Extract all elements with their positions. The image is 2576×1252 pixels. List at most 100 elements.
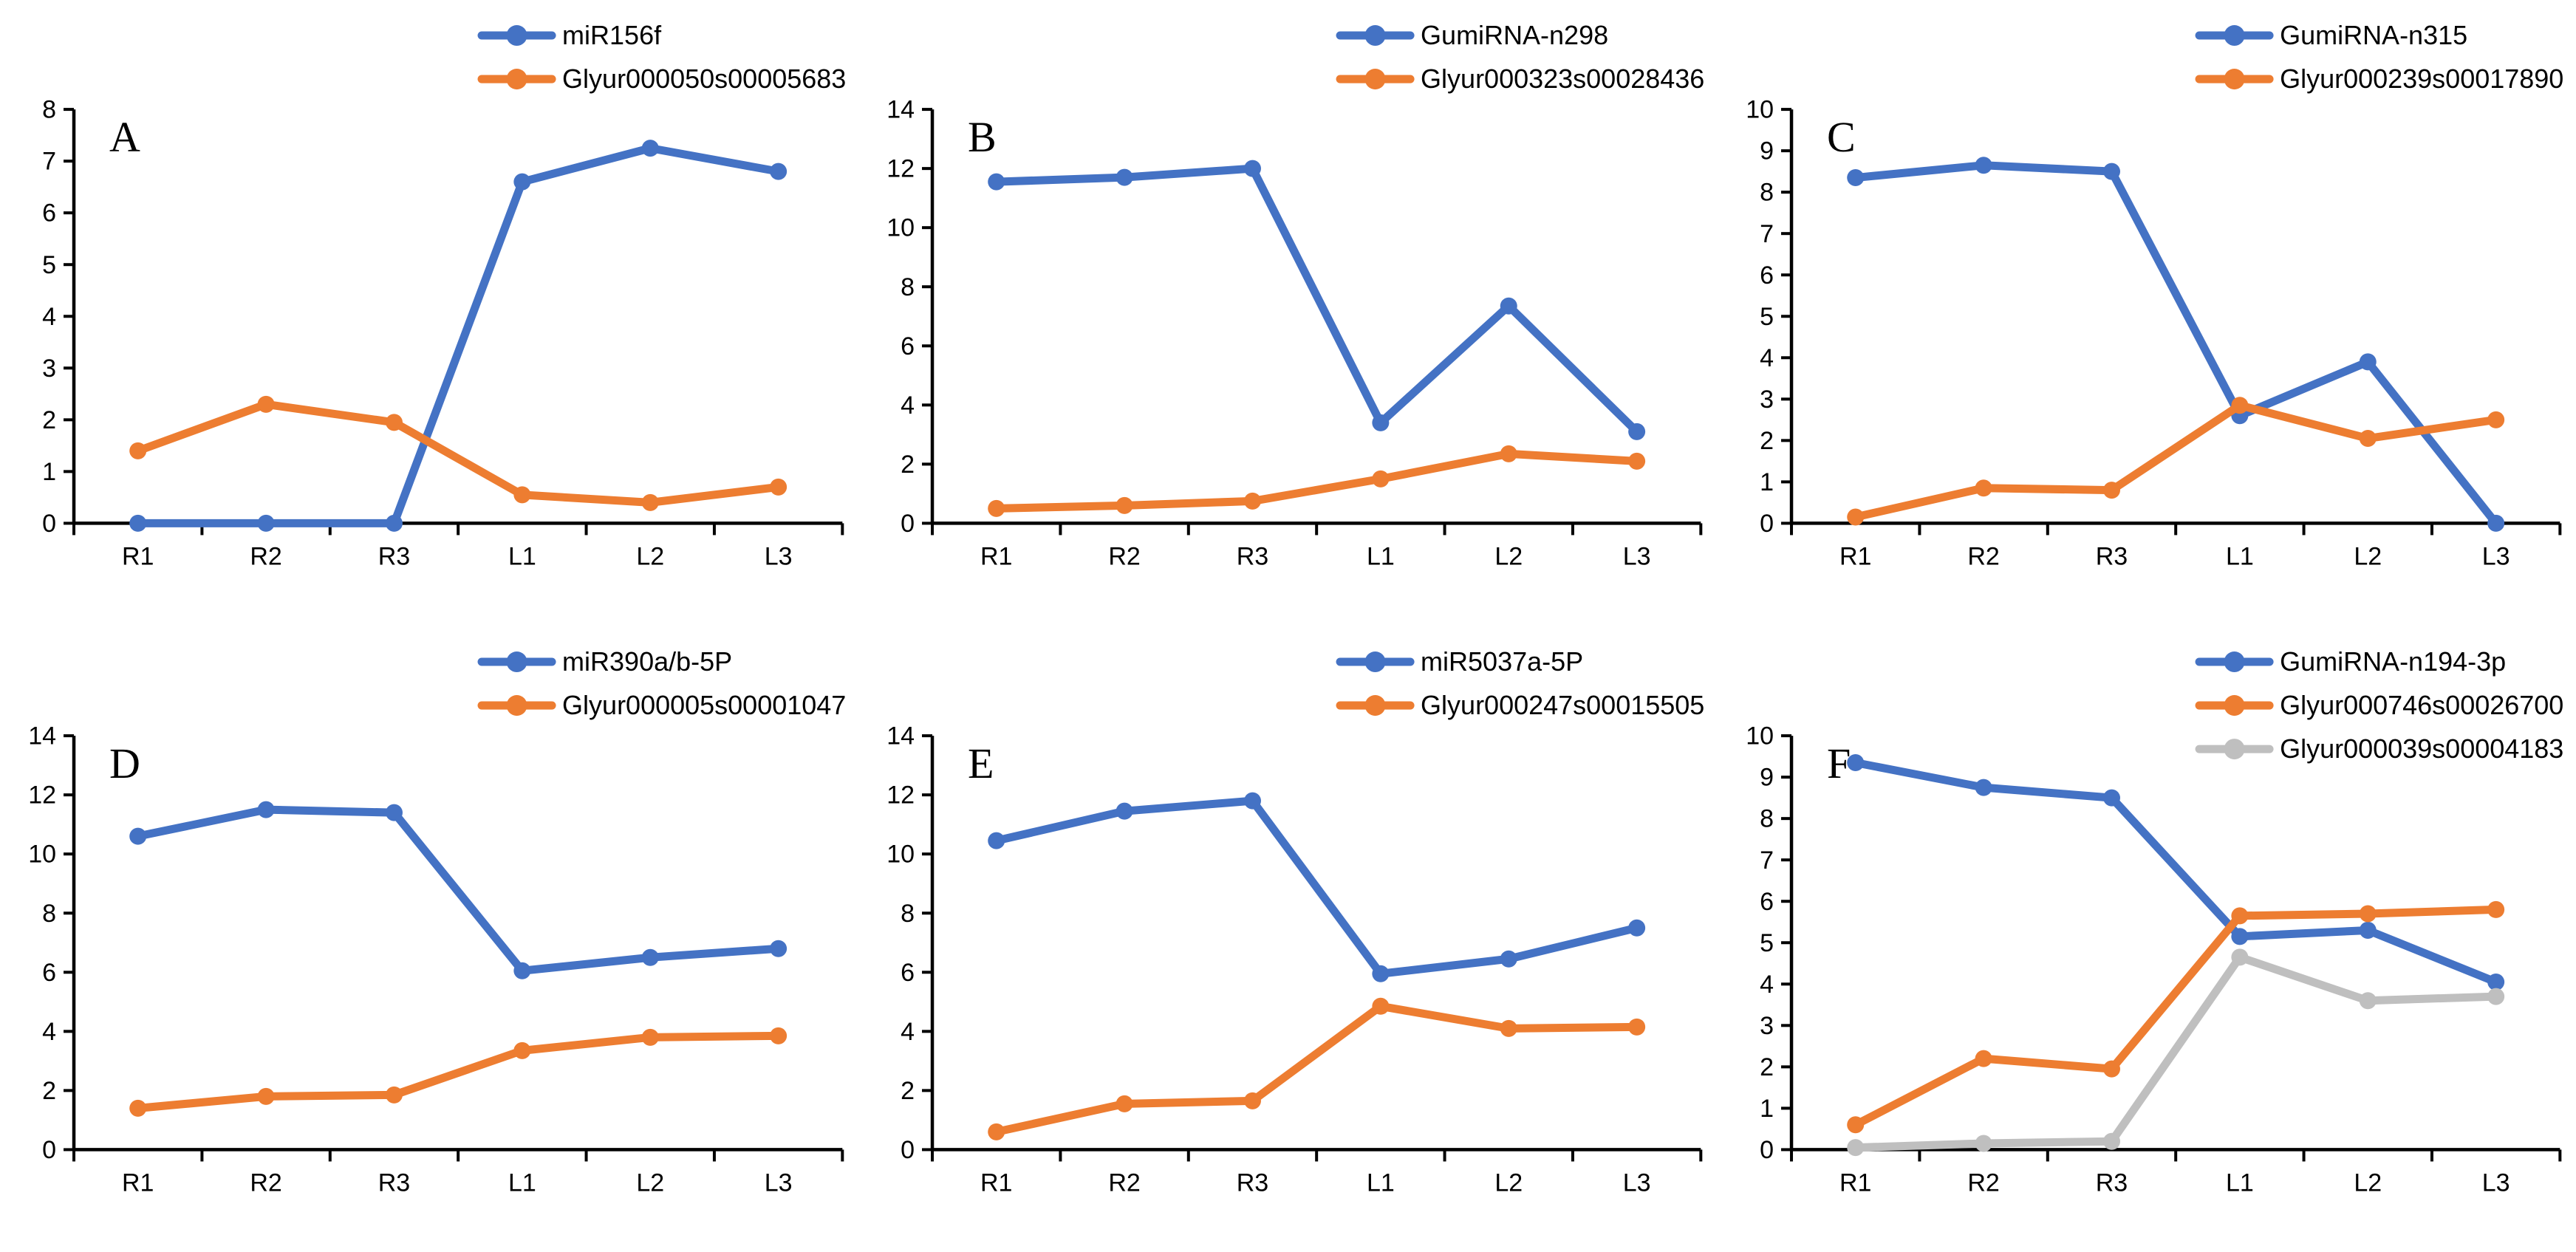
panel-a: 0 1 2 3 4 5 6 7 8 R1 R2 R3 L1 L2 L3 miR156f Glyur000050s…: [0, 0, 859, 626]
x-category-label: R1: [980, 1169, 1012, 1197]
x-category-label: R3: [2095, 1169, 2127, 1197]
y-tick-label: 0: [901, 1135, 915, 1163]
panel-letter: D: [109, 739, 140, 787]
data-point-marker: [641, 140, 659, 157]
data-point-marker: [641, 1028, 659, 1046]
data-point-marker: [2102, 789, 2120, 807]
legend-label: GumiRNA-n298: [1421, 20, 1608, 50]
y-tick-label: 2: [42, 1076, 56, 1104]
x-category-label: R3: [378, 542, 410, 570]
data-point-marker: [129, 442, 147, 459]
data-point-marker: [2487, 988, 2504, 1005]
data-point-marker: [1628, 452, 1646, 470]
data-point-marker: [257, 395, 275, 413]
y-tick-label: 10: [1746, 722, 1774, 750]
x-category-label: L3: [2481, 542, 2510, 570]
y-tick-label: 4: [1760, 970, 1774, 998]
data-point-marker: [1116, 1095, 1133, 1112]
y-tick-label: 14: [887, 96, 915, 124]
series-line: [134, 805, 783, 975]
data-point-marker: [1500, 1019, 1518, 1037]
data-point-marker: [1244, 1092, 1262, 1109]
panel-letter: E: [968, 739, 994, 787]
y-tick-label: 4: [42, 1017, 56, 1045]
data-point-marker: [1500, 297, 1518, 315]
x-category-label: L2: [636, 542, 664, 570]
y-tick-label: 2: [42, 406, 56, 434]
data-point-marker: [513, 486, 531, 504]
panel-letter: A: [109, 113, 140, 161]
legend-marker-dot: [2224, 738, 2245, 759]
series-line: [992, 1002, 1641, 1136]
y-tick-label: 4: [901, 391, 915, 420]
y-tick-label: 9: [1760, 763, 1774, 791]
data-point-marker: [770, 478, 788, 496]
data-point-marker: [2231, 397, 2249, 414]
panel-d: 0 2 4 6 8 10 12 14 R1 R2 R3 L1 L2 L3 miR390a/b-5P Glyur…: [0, 626, 859, 1252]
data-point-marker: [129, 827, 147, 845]
legend-label: miR5037a-5P: [1421, 646, 1583, 677]
x-category-label: L1: [1367, 542, 1395, 570]
legend-marker-dot: [506, 69, 527, 90]
y-tick-label: 5: [42, 251, 56, 279]
data-point-marker: [988, 1123, 1005, 1140]
y-tick-label: 8: [42, 96, 56, 124]
data-point-marker: [2487, 411, 2504, 428]
data-point-marker: [770, 940, 788, 957]
legend-label: Glyur000005s00001047: [562, 690, 846, 720]
line-chart-b: 0 2 4 6 8 10 12 14 R1 R2 R3 L1 L2 L3 GumiRNA-n298 Glyur…: [887, 20, 1705, 570]
data-point-marker: [257, 1087, 275, 1105]
y-tick-label: 6: [901, 332, 915, 360]
data-point-marker: [1846, 1115, 1864, 1133]
legend-marker-dot: [1364, 69, 1386, 90]
x-category-label: R2: [1967, 1169, 1999, 1197]
data-point-marker: [2102, 1132, 2120, 1150]
y-tick-label: 4: [1760, 344, 1774, 372]
data-point-marker: [1628, 1018, 1646, 1036]
y-tick-label: 3: [1760, 1011, 1774, 1039]
legend-label: Glyur000746s00026700: [2280, 690, 2563, 720]
data-point-marker: [1244, 160, 1262, 177]
line-chart-d: 0 2 4 6 8 10 12 14 R1 R2 R3 L1 L2 L3 miR390a/b-5P Glyur…: [28, 646, 846, 1197]
data-point-marker: [1500, 950, 1518, 968]
data-point-marker: [1975, 157, 1992, 174]
y-tick-label: 12: [28, 781, 56, 809]
legend-marker-dot: [506, 651, 527, 672]
data-point-marker: [513, 1041, 531, 1059]
y-tick-label: 2: [1760, 1053, 1774, 1081]
panel-f: 0 1 2 3 4 5 6 7 8 9 10 R1 R2 R3 L1 L2 L3 GumiRNA-n194-3p G…: [1717, 626, 2576, 1252]
y-tick-label: 8: [901, 899, 915, 927]
data-point-marker: [2487, 514, 2504, 532]
data-point-marker: [1372, 470, 1390, 488]
x-category-label: L3: [765, 1169, 793, 1197]
data-point-marker: [385, 514, 403, 532]
data-point-marker: [2102, 163, 2120, 180]
data-point-marker: [2231, 948, 2249, 965]
x-category-label: L1: [508, 542, 536, 570]
data-point-marker: [385, 1086, 403, 1104]
legend-marker-dot: [2224, 651, 2245, 672]
y-tick-label: 1: [42, 458, 56, 486]
data-point-marker: [2359, 353, 2377, 371]
data-point-marker: [385, 414, 403, 431]
legend-marker-dot: [2224, 69, 2245, 90]
y-tick-label: 10: [887, 840, 915, 868]
legend-marker-dot: [506, 694, 527, 716]
series-line: [134, 144, 783, 527]
data-point-marker: [1372, 414, 1390, 431]
y-tick-label: 12: [887, 155, 915, 183]
x-category-label: R1: [122, 1169, 154, 1197]
y-tick-label: 6: [1760, 261, 1774, 290]
data-point-marker: [1975, 1135, 1992, 1152]
panel-letter: C: [1827, 113, 1856, 161]
x-category-label: R1: [1839, 1169, 1871, 1197]
y-tick-label: 5: [1760, 928, 1774, 957]
y-tick-label: 0: [42, 510, 56, 538]
series-line: [134, 1031, 783, 1112]
y-tick-label: 0: [1760, 1135, 1774, 1163]
data-point-marker: [2231, 927, 2249, 945]
y-tick-label: 0: [1760, 510, 1774, 538]
x-category-label: R3: [2095, 542, 2127, 570]
data-point-marker: [1975, 779, 1992, 796]
